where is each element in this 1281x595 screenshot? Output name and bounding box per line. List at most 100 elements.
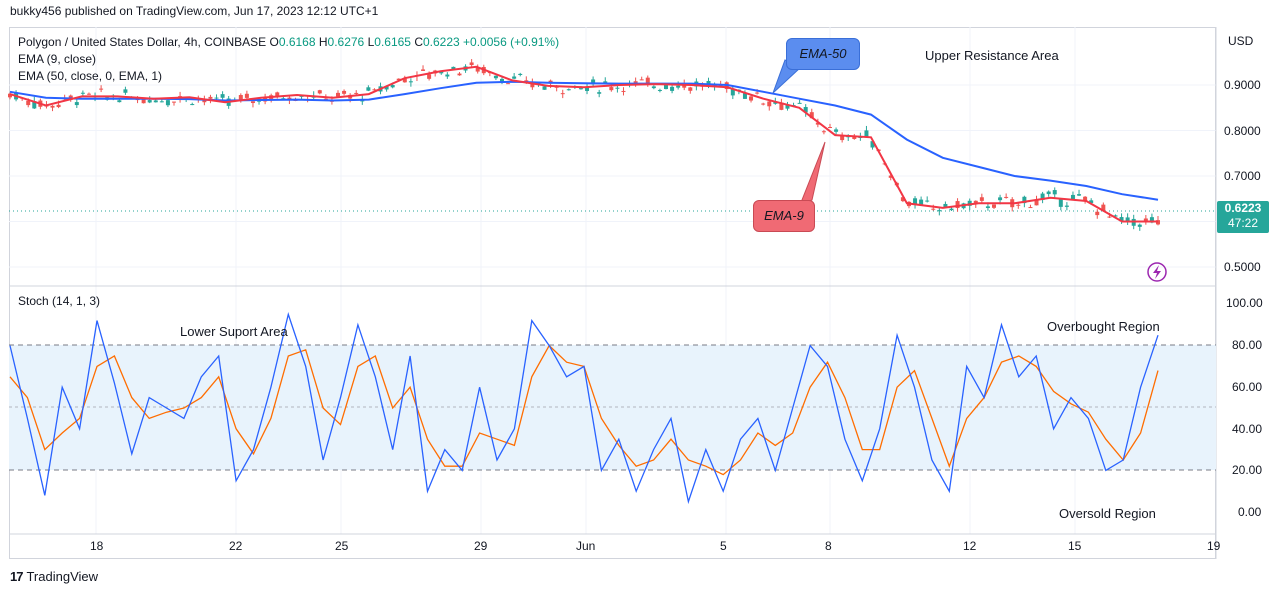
candle-body [50,105,55,108]
ema50-legend[interactable]: EMA (50, close, 0, EMA, 1) [18,69,163,83]
candle-body [554,86,559,88]
candle-body [1119,217,1124,222]
ema9-legend[interactable]: EMA (9, close) [18,52,97,66]
candle-body [937,210,942,212]
candle-body [1022,196,1027,204]
time-tick: 8 [825,539,832,553]
price-tick: 0.5000 [1224,260,1261,274]
candle-body [560,93,565,95]
lower-support-label: Lower Suport Area [180,324,288,339]
candle-body [469,62,474,66]
candle-body [931,208,936,210]
overbought-label: Overbought Region [1047,319,1160,334]
candle-body [785,104,790,109]
candle-body [597,92,602,94]
stoch-k-line [9,312,1159,505]
candle-body [742,93,747,99]
candle-body [1083,196,1088,202]
candle-body [688,87,693,91]
candle-body [141,97,146,104]
candle-body [779,102,784,110]
candle-body [591,79,596,85]
candle-body [99,88,104,90]
candle-body [864,130,869,137]
candle-body [1040,193,1045,200]
candle-body [147,100,152,103]
candle-body [275,92,280,97]
candle-body [354,92,359,94]
candle-body [1137,224,1142,227]
candle-body [1143,218,1148,222]
candle-body [1113,215,1118,217]
tradingview-footer[interactable]: 17 TradingView [10,569,98,584]
candle-body [1016,204,1021,206]
time-tick: 12 [963,539,977,553]
tradingview-logo-icon: 17 [10,569,24,584]
candle-body [1004,196,1009,198]
candle-body [651,86,656,89]
time-tick: 19 [1207,539,1221,553]
candle-body [153,100,158,103]
candle-body [172,101,176,103]
candle-body [80,92,85,94]
candle-body [1095,211,1100,216]
candle-body [633,81,638,84]
candle-body [621,90,626,92]
candle-body [603,81,608,83]
candle-body [457,73,462,76]
candle-body [366,87,371,91]
candle-body [518,73,523,75]
candle-body [609,87,614,91]
candle-body [1149,217,1154,223]
candle-body [427,74,432,79]
candle-body [208,96,213,99]
candle-body [585,86,590,91]
high-value: 0.6276 [327,35,365,49]
candle-body [888,175,893,178]
candle-body [439,71,444,74]
time-tick: 15 [1068,539,1082,553]
ema9-bubble: EMA-9 [753,200,815,232]
candle-body [402,78,407,83]
candle-body [500,78,504,83]
candle-body [506,83,511,85]
stoch-tick: 100.00 [1226,296,1263,310]
candle-body [8,93,12,98]
candle-body [244,93,249,98]
candle-body [86,93,91,95]
candle-body [317,90,322,94]
price-tick: 0.8000 [1224,124,1261,138]
candle-body [925,200,930,202]
stoch-legend[interactable]: Stoch (14, 1, 3) [18,294,101,308]
change-value: +0.0056 (+0.91%) [463,35,560,49]
candle-body [390,85,395,88]
candle-body [202,99,207,103]
candle-body [949,208,954,211]
candle-body [985,206,990,209]
price-tick: 0.9000 [1224,78,1261,92]
candle-body [639,79,644,81]
candle-body [670,86,675,91]
candle-body [828,127,832,129]
candle-body [384,86,389,90]
candle-body [870,141,875,148]
candle-body [767,101,772,107]
stoch-tick: 40.00 [1232,422,1263,436]
candle-body [117,100,122,103]
candle-body [1046,191,1051,195]
symbol-legend[interactable]: Polygon / United States Dollar, 4h, COIN… [18,35,560,49]
candle-body [250,101,255,104]
candle-body [123,89,128,93]
currency-label: USD [1228,34,1254,48]
candle-body [493,75,498,79]
candle-body [615,87,620,89]
candle-body [74,102,79,106]
stoch-tick: 80.00 [1232,338,1263,352]
candle-body [1070,194,1075,200]
last-price-tag: 0.6223 47:22 [1217,201,1269,233]
time-tick: Jun [576,539,596,553]
candle-body [214,97,219,99]
close-value: 0.6223 [422,35,460,49]
candle-body [56,104,61,108]
